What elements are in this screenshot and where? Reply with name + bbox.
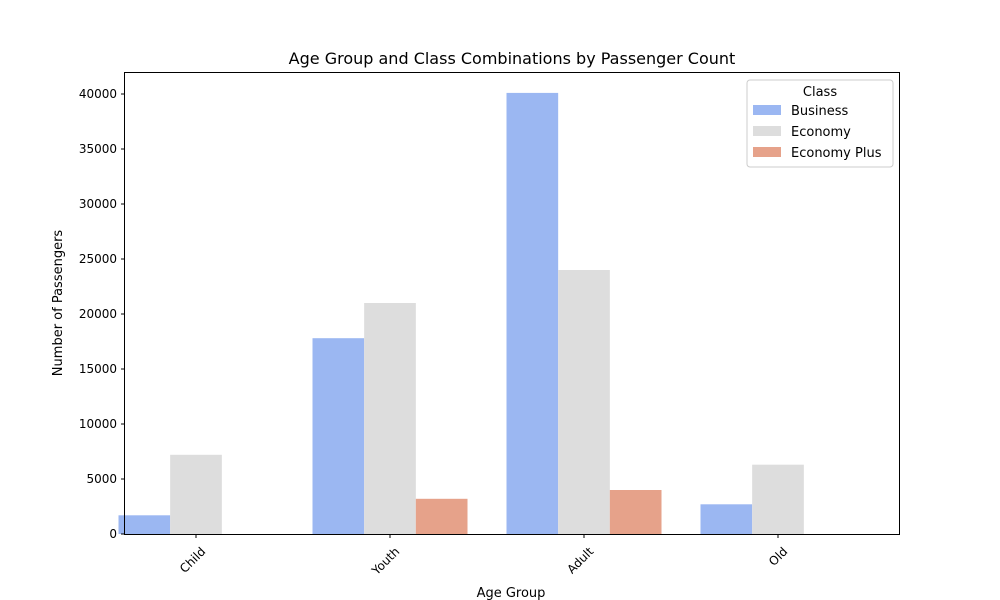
legend-swatch-economy [753, 126, 781, 136]
legend-items: Business Economy Economy Plus [753, 104, 882, 161]
legend-frame [746, 79, 894, 168]
bar-economy-adult [558, 270, 610, 534]
bar-business-adult [506, 92, 559, 535]
x-axis-ticks: Child Youth Adult Old [177, 534, 790, 578]
legend-label-economy-plus: Economy Plus [791, 146, 882, 161]
bar-business-child [118, 515, 171, 534]
x-tick-label: Youth [368, 544, 402, 578]
y-axis-ticks: 0 5000 10000 15000 20000 25000 30000 35000 40000 [79, 87, 125, 541]
legend-label-business: Business [791, 104, 849, 119]
y-tick-label: 0 [109, 527, 117, 541]
plot-area-frame [124, 72, 900, 535]
bars-group [118, 92, 804, 535]
legend-title: Class [803, 85, 837, 100]
y-tick-label: 15000 [79, 362, 117, 376]
y-tick-label: 30000 [79, 197, 117, 211]
y-axis-label: Number of Passengers [51, 230, 66, 377]
bar-economy-plus-adult [609, 490, 662, 534]
bar-economy-old [752, 464, 804, 534]
y-tick-label: 25000 [79, 252, 117, 266]
x-tick-label: Child [177, 544, 208, 575]
x-tick-label: Old [766, 544, 790, 568]
y-tick-label: 20000 [79, 307, 117, 321]
x-tick-label: Adult [564, 544, 596, 576]
y-tick-label: 40000 [79, 87, 117, 101]
legend-swatch-business [753, 105, 781, 115]
bar-economy-youth [364, 303, 416, 534]
x-axis-label: Age Group [477, 586, 546, 600]
legend-label-economy: Economy [791, 125, 851, 140]
bar-business-old [700, 504, 753, 534]
y-tick-label: 35000 [79, 142, 117, 156]
bar-business-youth [312, 338, 365, 534]
y-tick-label: 5000 [86, 472, 117, 486]
bar-economy-child [170, 454, 222, 534]
y-tick-label: 10000 [79, 417, 117, 431]
bar-economy-plus-youth [415, 498, 468, 534]
legend: Class Business Economy Economy Plus [746, 79, 894, 168]
legend-swatch-economy-plus [753, 147, 781, 157]
chart-title: Age Group and Class Combinations by Pass… [289, 49, 736, 68]
